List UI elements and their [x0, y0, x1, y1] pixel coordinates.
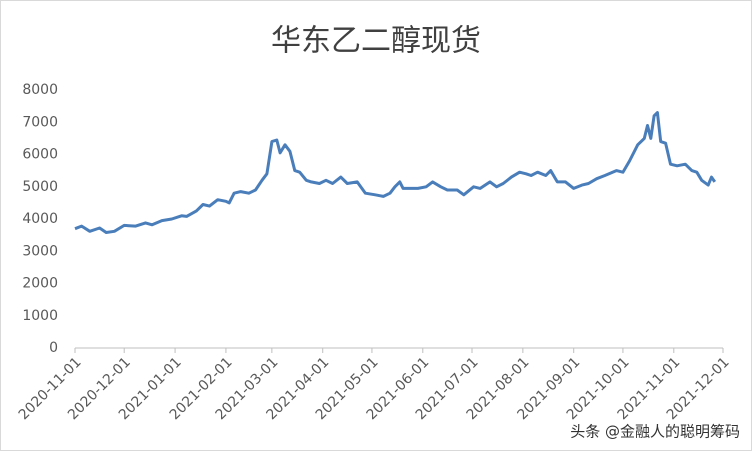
- y-tick-label: 3000: [22, 243, 58, 259]
- watermark: 头条 @金融人的聪明筹码: [570, 423, 740, 441]
- chart-title: 华东乙二醇现货: [271, 24, 481, 59]
- y-tick-label: 0: [49, 340, 58, 356]
- y-tick-label: 4000: [22, 211, 58, 227]
- line: [74, 111, 717, 234]
- y-tick-label: 2000: [22, 276, 58, 292]
- y-tick-label: 8000: [22, 82, 58, 98]
- y-tick-label: 5000: [22, 179, 58, 195]
- y-tick-label: 1000: [22, 308, 58, 324]
- y-tick-label: 7000: [22, 114, 58, 130]
- y-tick-label: 6000: [22, 147, 58, 163]
